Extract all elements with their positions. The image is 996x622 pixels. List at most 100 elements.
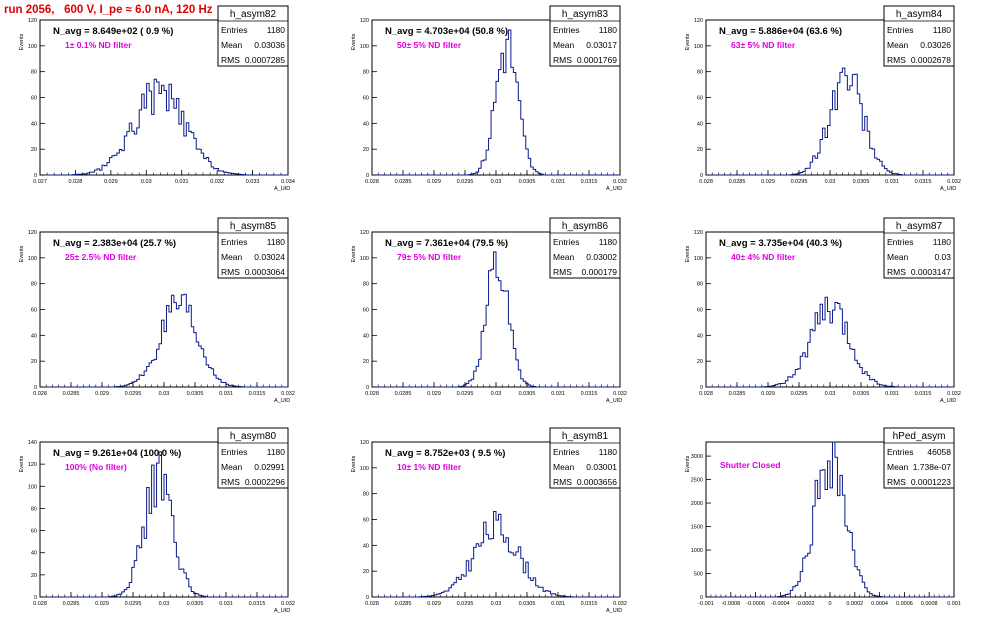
x-tick-label: 0.0285	[395, 179, 412, 185]
stats-key: Entries	[887, 447, 913, 457]
y-tick-label: 40	[697, 121, 703, 127]
y-tick-label: 60	[363, 308, 369, 314]
stats-title: h_asym81	[562, 431, 609, 442]
y-tick-label: 120	[28, 462, 37, 468]
filter-label: 50± 5% ND filter	[397, 40, 462, 50]
stats-value: 0.02991	[254, 462, 285, 472]
filter-label: 63± 5% ND filter	[731, 40, 796, 50]
y-tick-label: 40	[363, 333, 369, 339]
x-tick-label: 0.0295	[791, 391, 808, 397]
stats-key: Mean	[221, 40, 243, 50]
stats-box	[883, 427, 955, 489]
histogram-panel: 0 20 40 60 80 100 120 140 0.028 0.0285 0.029 0.0295…	[19, 427, 295, 614]
x-tick-label: 0.029	[427, 391, 441, 397]
y-tick-label: 0	[366, 173, 369, 179]
stats-value: 1180	[599, 237, 618, 247]
stats-title: h_asym86	[562, 221, 609, 232]
y-tick-label: 100	[360, 44, 369, 50]
stats-value: 0.000179	[582, 267, 618, 277]
y-tick-label: 0	[366, 385, 369, 391]
y-tick-label: 2000	[691, 501, 703, 507]
stats-key: Mean	[887, 462, 909, 472]
y-tick-label: 100	[28, 484, 37, 490]
x-tick-label: 0.0285	[63, 601, 80, 607]
stats-key: Entries	[221, 447, 247, 457]
y-tick-label: 100	[694, 44, 703, 50]
y-tick-label: 60	[31, 308, 37, 314]
x-tick-label: 0.032	[613, 601, 627, 607]
navg-label: N_avg = 5.886e+04 (63.6 %)	[719, 26, 842, 37]
stats-key: RMS	[887, 55, 906, 65]
x-tick-label: 0.001	[947, 601, 961, 607]
x-tick-label: 0.03	[491, 391, 502, 397]
y-tick-label: 0	[34, 385, 37, 391]
y-axis-title: Events	[685, 455, 691, 472]
y-tick-label: 100	[28, 256, 37, 262]
x-tick-label: 0.027	[33, 179, 47, 185]
x-tick-label: 0.028	[365, 179, 379, 185]
stats-value: 1180	[933, 237, 952, 247]
x-tick-label: 0.0004	[871, 601, 888, 607]
stats-key: Entries	[221, 237, 247, 247]
stats-value: 0.03026	[920, 40, 951, 50]
navg-label: N_avg = 8.649e+02 ( 0.9 %)	[53, 26, 173, 37]
y-tick-label: 120	[28, 230, 37, 236]
y-tick-label: 80	[363, 70, 369, 76]
x-tick-label: 0.0315	[915, 179, 932, 185]
y-tick-label: 3000	[691, 454, 703, 460]
y-axis-title: Events	[19, 455, 25, 472]
x-axis-title: A_UID	[940, 186, 956, 192]
stats-value: 0.0002296	[245, 477, 285, 487]
x-tick-label: -0.0008	[721, 601, 740, 607]
x-tick-label: 0.028	[699, 391, 713, 397]
y-tick-label: 20	[31, 573, 37, 579]
y-tick-label: 40	[31, 551, 37, 557]
stats-box	[883, 217, 955, 279]
x-tick-label: 0.032	[281, 391, 295, 397]
y-tick-label: 140	[28, 440, 37, 446]
y-tick-label: 0	[34, 595, 37, 601]
x-tick-label: 0	[828, 601, 831, 607]
y-tick-label: 40	[363, 543, 369, 549]
stats-value: 1180	[267, 447, 286, 457]
y-tick-label: 20	[31, 359, 37, 365]
histogram-line	[706, 441, 954, 598]
y-tick-label: 20	[363, 569, 369, 575]
x-axis-title: A_UID	[274, 398, 290, 404]
stats-key: Mean	[553, 40, 575, 50]
stats-key: Entries	[887, 25, 913, 35]
stats-key: Mean	[553, 462, 575, 472]
x-tick-label: 0.031	[175, 179, 189, 185]
x-tick-label: 0.033	[246, 179, 260, 185]
y-tick-label: 120	[360, 230, 369, 236]
x-tick-label: 0.0295	[457, 601, 474, 607]
y-tick-label: 80	[31, 282, 37, 288]
histogram-panel: 0 20 40 60 80 100 120 0.028 0.0285 0.029 0.0295 0.0…	[351, 427, 627, 614]
stats-key: Mean	[887, 40, 909, 50]
x-tick-label: -0.0004	[771, 601, 790, 607]
x-axis-title: A_UID	[606, 398, 622, 404]
filter-label: 79± 5% ND filter	[397, 252, 462, 262]
x-tick-label: 0.028	[699, 179, 713, 185]
x-axis-title: A_UID	[606, 608, 622, 614]
stats-key: Mean	[221, 252, 243, 262]
y-tick-label: 120	[360, 18, 369, 24]
histogram-line	[372, 511, 620, 598]
x-tick-label: 0.031	[551, 179, 565, 185]
filter-label: 100% (No filter)	[65, 462, 127, 472]
stats-box	[549, 5, 621, 67]
x-tick-label: -0.0006	[746, 601, 765, 607]
histogram-line	[706, 67, 954, 176]
x-tick-label: 0.0305	[519, 391, 536, 397]
y-tick-label: 40	[697, 333, 703, 339]
x-tick-label: 0.029	[427, 601, 441, 607]
stats-value: 1180	[599, 25, 618, 35]
y-tick-label: 100	[28, 44, 37, 50]
histogram-panel: 0 20 40 60 80 100 120 0.028 0.0285 0.029 0.0295 0.0…	[19, 217, 295, 404]
stats-value: 0.03024	[254, 252, 285, 262]
navg-label: N_avg = 4.703e+04 (50.8 %)	[385, 26, 508, 37]
navg-label: N_avg = 9.261e+04 (100.0 %)	[53, 448, 181, 459]
x-tick-label: 0.03	[825, 179, 836, 185]
x-tick-label: 0.028	[365, 601, 379, 607]
